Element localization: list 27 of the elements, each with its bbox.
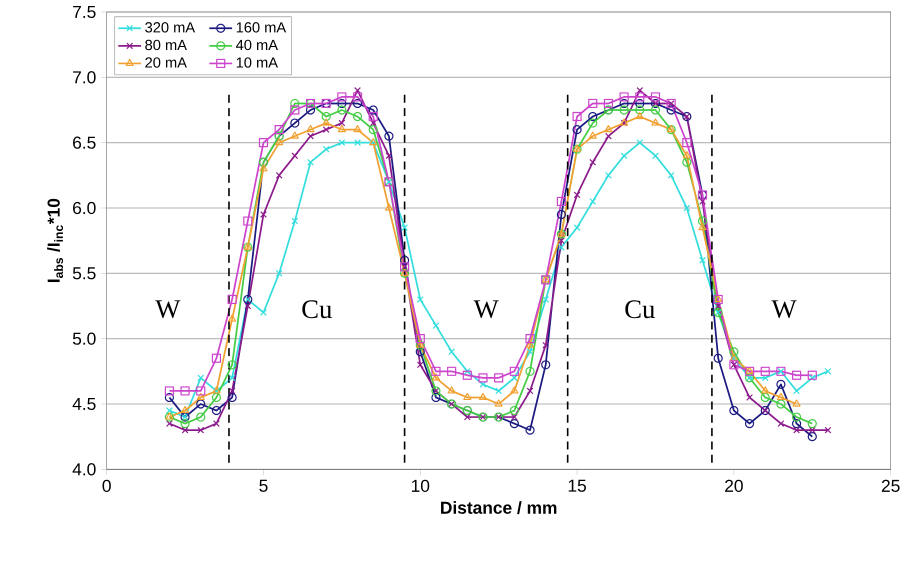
x-tick-label: 10: [412, 480, 430, 492]
annotation: W: [771, 300, 797, 318]
y-tick-label: 5.5: [72, 267, 96, 280]
legend-label: 80 mA: [145, 40, 187, 50]
annotation: W: [155, 300, 180, 318]
x-tick-label: 5: [259, 480, 268, 492]
legend-label: 20 mA: [145, 58, 187, 68]
x-tick-label: 15: [568, 480, 586, 492]
y-tick-label: 5.0: [72, 332, 96, 345]
y-axis-title: I$_{abs}$ /I$_{inc}$*10: [47, 199, 64, 282]
legend-label: 10 mA: [236, 58, 278, 68]
y-tick-label: 4.5: [72, 398, 96, 410]
annotation: W: [474, 300, 499, 318]
x-tick-label: 20: [725, 480, 743, 492]
x-axis-title: Distance / mm: [441, 501, 556, 514]
y-tick-label: 4.0: [72, 463, 96, 476]
legend-label: 160 mA: [236, 22, 286, 33]
annotation: Cu: [625, 300, 655, 318]
legend-label: 320 mA: [145, 22, 196, 33]
y-tick-label: 6.0: [73, 202, 96, 214]
y-tick-label: 7.5: [73, 6, 96, 18]
x-tick-label: 0: [102, 480, 111, 492]
y-tick-label: 6.5: [73, 136, 96, 149]
y-tick-label: 7.0: [73, 71, 96, 84]
legend-label: 40 mA: [236, 40, 278, 50]
annotation: Cu: [302, 300, 332, 318]
x-tick-label: 25: [882, 480, 900, 492]
